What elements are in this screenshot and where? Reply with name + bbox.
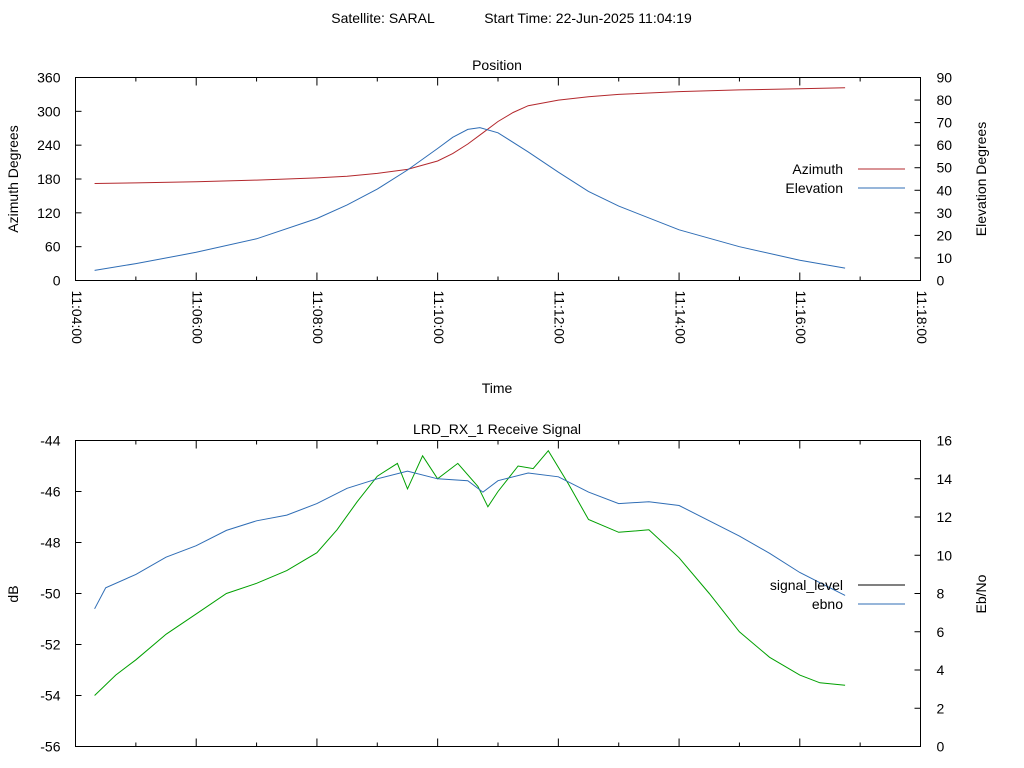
position-x-tick-label: 11:06:00: [190, 291, 206, 345]
azimuth-axis-label: Azimuth Degrees: [5, 125, 21, 232]
receive-signal-chart-title: LRD_RX_1 Receive Signal: [413, 421, 581, 437]
position-right-tick-label: 0: [937, 273, 945, 289]
satellite-label: Satellite: SARAL: [331, 10, 435, 26]
signal-right-tick-label: 8: [937, 586, 945, 602]
legend-label-azimuth: Azimuth: [792, 161, 843, 177]
receive-signal-chart: LRD_RX_1 Receive Signal dB Eb/No -44-46-…: [5, 421, 989, 755]
signal-right-tick-label: 12: [937, 509, 953, 525]
position-left-tick-label: 180: [37, 171, 61, 187]
position-left-tick-label: 60: [45, 239, 61, 255]
series-line-ebno: [94, 470, 846, 610]
series-line-Elevation: [94, 127, 846, 271]
db-axis-label: dB: [5, 585, 21, 602]
legend-label-elevation: Elevation: [785, 180, 843, 196]
signal-right-tick-label: 0: [937, 739, 945, 755]
signal-left-tick-label: -54: [40, 688, 60, 704]
signal-left-tick-label: -52: [40, 637, 60, 653]
signal-axis-ticks: -44 -46 -48 -50 -52 -54 -56 0 2 4 6 8 10 12 14 16: [40, 433, 952, 755]
position-left-tick-label: 240: [37, 137, 61, 153]
position-right-tick-label: 90: [937, 70, 953, 86]
position-x-tick-label: 11:16:00: [793, 291, 809, 345]
position-left-tick-label: 120: [37, 205, 61, 221]
position-right-tick-label: 30: [937, 205, 953, 221]
position-series: [94, 87, 846, 271]
position-x-tick-label: 11:04:00: [69, 291, 85, 345]
position-plot-frame: [75, 77, 921, 281]
position-x-tick-label: 11:10:00: [431, 291, 447, 345]
position-right-tick-label: 40: [937, 182, 953, 198]
signal-left-tick-label: -48: [40, 535, 60, 551]
position-legend: Azimuth Elevation: [785, 161, 905, 196]
series-line-signal-level: [94, 449, 846, 696]
series-line-Azimuth: [94, 87, 846, 184]
position-x-tick-label: 11:08:00: [310, 291, 326, 345]
signal-right-tick-label: 4: [937, 662, 945, 678]
position-right-tick-label: 10: [937, 250, 953, 266]
signal-left-tick-label: -46: [40, 484, 60, 500]
time-axis-label: Time: [482, 380, 513, 396]
signal-left-tick-label: -50: [40, 586, 60, 602]
signal-left-tick-label: -44: [40, 433, 60, 449]
position-x-tick-label: 11:14:00: [672, 291, 688, 345]
position-chart-title: Position: [472, 57, 522, 73]
position-chart: Position Azimuth Degrees Elevation Degre…: [5, 57, 989, 396]
position-right-tick-label: 20: [937, 227, 953, 243]
position-right-tick-label: 50: [937, 160, 953, 176]
signal-right-tick-label: 2: [937, 700, 945, 716]
ebno-axis-label: Eb/No: [973, 574, 989, 613]
position-right-tick-label: 80: [937, 92, 953, 108]
signal-legend: signal_level ebno: [770, 577, 905, 612]
signal-right-tick-label: 16: [937, 433, 953, 449]
signal-right-tick-label: 14: [937, 471, 953, 487]
signal-right-tick-label: 10: [937, 547, 953, 563]
position-x-tick-label: 11:18:00: [914, 291, 930, 345]
position-left-tick-label: 300: [37, 103, 61, 119]
position-left-tick-label: 360: [37, 70, 61, 86]
signal-series: [94, 449, 846, 696]
position-right-tick-label: 70: [937, 115, 953, 131]
position-axis-ticks: 0 60 120 180 240 300 360 0 10 20 30 40 50 60 70 80 90 11:…: [37, 70, 952, 345]
signal-right-tick-label: 6: [937, 624, 945, 640]
legend-label-signal-level: signal_level: [770, 577, 843, 593]
position-left-tick-label: 0: [53, 273, 61, 289]
signal-plot-frame: [75, 440, 921, 747]
position-right-tick-label: 60: [937, 137, 953, 153]
start-time-label: Start Time: 22-Jun-2025 11:04:19: [484, 10, 692, 26]
position-x-tick-label: 11:12:00: [552, 291, 568, 345]
elevation-axis-label: Elevation Degrees: [973, 122, 989, 236]
signal-left-tick-label: -56: [40, 739, 60, 755]
legend-label-ebno: ebno: [812, 596, 843, 612]
